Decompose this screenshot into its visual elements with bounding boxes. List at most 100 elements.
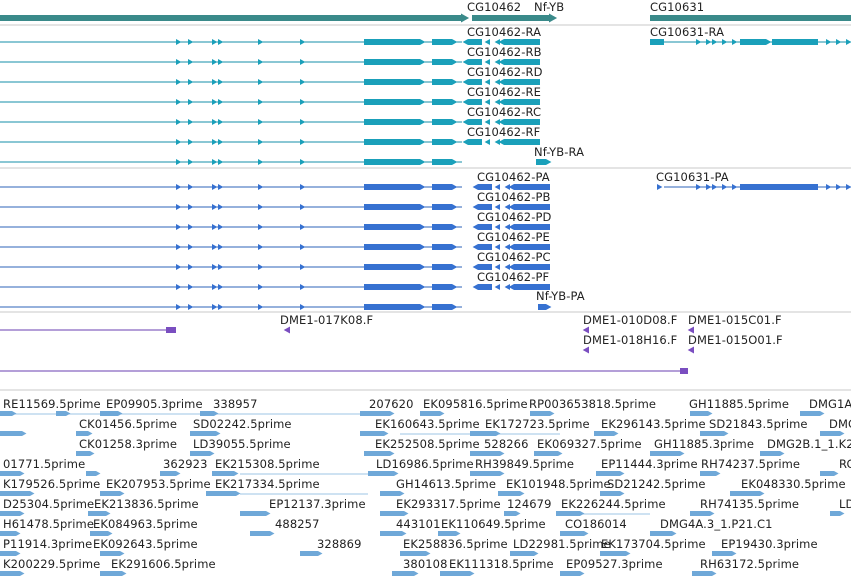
est-label[interactable]: EK173704.5prime [601, 537, 706, 551]
est-label[interactable]: LD16986.5prime [376, 457, 474, 471]
protein-label[interactable]: CG10462-PF [477, 270, 550, 284]
est-label[interactable]: SD02242.5prime [193, 417, 292, 431]
est-label[interactable]: RC [839, 457, 851, 471]
protein-label[interactable]: CG10462-PB [477, 190, 551, 204]
est-label[interactable]: EK207953.5prime [106, 477, 211, 491]
est-label[interactable]: GH11885.3prime [654, 437, 755, 451]
est-label[interactable]: 124679 [507, 497, 552, 511]
est-label[interactable]: EK048330.5prime [741, 477, 846, 491]
est-block [690, 511, 710, 516]
transcript-label[interactable]: CG10462-RE [467, 85, 541, 99]
est-label[interactable]: EK213836.5prime [94, 497, 199, 511]
arrow-right-icon [300, 119, 306, 125]
arrow-right-icon [452, 39, 458, 45]
est-label[interactable]: EK172723.5prime [485, 417, 590, 431]
arrow-left-icon [498, 59, 504, 65]
clone-label[interactable]: DME1-017K08.F [280, 313, 374, 327]
est-label[interactable]: LD22981.5prime [513, 537, 611, 551]
est-label[interactable]: DMG4A.3_1.P21.C1 [660, 517, 773, 531]
est-label[interactable]: EK084963.5prime [93, 517, 198, 531]
transcript-label[interactable]: CG10462-RB [467, 45, 542, 59]
est-label[interactable]: EP11444.3prime [601, 457, 698, 471]
est-label[interactable]: EK092643.5prime [93, 537, 198, 551]
est-label[interactable]: EP09905.3prime [106, 397, 203, 411]
est-label[interactable]: D25304.5prime [3, 497, 95, 511]
est-label[interactable]: 528266 [484, 437, 529, 451]
clone-label[interactable]: DME1-015C01.F [688, 313, 782, 327]
est-label[interactable]: EK069327.5prime [537, 437, 642, 451]
protein-label[interactable]: CG10462-PC [477, 250, 551, 264]
est-label[interactable]: RH74135.5prime [700, 497, 800, 511]
est-label[interactable]: CO186014 [565, 517, 627, 531]
est-label[interactable]: EK160643.5prime [375, 417, 480, 431]
est-label[interactable]: CK01456.5prime [79, 417, 178, 431]
est-label[interactable]: RP003653818.5prime [529, 397, 657, 411]
est-label[interactable]: 328869 [317, 537, 362, 551]
arrow-right-icon [420, 244, 426, 250]
protein-label[interactable]: CG10462-PD [477, 210, 552, 224]
gene-label[interactable]: CG10631 [650, 0, 705, 14]
gene-label[interactable]: Nf-YB [534, 0, 565, 14]
protein-label[interactable]: CG10462-PE [477, 230, 550, 244]
arrow-left-icon [484, 119, 490, 125]
est-label[interactable]: 338957 [213, 397, 258, 411]
clone-label[interactable]: DME1-018H16.F [583, 333, 678, 347]
arrow-left-icon [484, 99, 490, 105]
est-label[interactable]: 380108 [403, 557, 448, 571]
transcript-label[interactable]: CG10462-RF [467, 125, 541, 139]
est-label[interactable]: LD [839, 497, 851, 511]
est-label[interactable]: CK01258.3prime [79, 437, 178, 451]
est-label[interactable]: K200229.5prime [3, 557, 101, 571]
arrow-right-icon [188, 79, 194, 85]
est-label[interactable]: 488257 [275, 517, 320, 531]
est-label[interactable]: SD21843.5prime [709, 417, 808, 431]
est-label[interactable]: 207620 [369, 397, 414, 411]
est-label[interactable]: GH14613.5prime [396, 477, 497, 491]
est-label[interactable]: RH39849.5prime [475, 457, 575, 471]
est-label[interactable]: K179526.5prime [3, 477, 101, 491]
clone-label[interactable]: DME1-010D08.F [583, 313, 678, 327]
est-label[interactable]: GH11885.5prime [689, 397, 790, 411]
est-label[interactable]: EK095816.5prime [423, 397, 528, 411]
est-block [470, 451, 500, 456]
est-label[interactable]: EP12137.3prime [269, 497, 366, 511]
protein-label[interactable]: Nf-YB-PA [536, 289, 585, 303]
est-label[interactable]: SD21242.5prime [607, 477, 706, 491]
est-label[interactable]: DMG1A [809, 397, 851, 411]
est-label[interactable]: 01771.5prime [3, 457, 86, 471]
est-label[interactable]: EK110649.5prime [441, 517, 546, 531]
est-label[interactable]: 362923 [163, 457, 208, 471]
est-label[interactable]: EP19430.3prime [721, 537, 818, 551]
est-label[interactable]: EK291606.5prime [111, 557, 216, 571]
transcript-label[interactable]: CG10462-RD [467, 65, 543, 79]
arrow-right-icon [258, 39, 264, 45]
est-label[interactable]: RH74237.5prime [701, 457, 801, 471]
est-label[interactable]: DMG2B.1_1.K2 [767, 437, 851, 451]
clone-label[interactable]: DME1-015O01.F [688, 333, 783, 347]
est-label[interactable]: RE11569.5prime [3, 397, 101, 411]
est-label[interactable]: EK101948.5prime [506, 477, 611, 491]
gene-label[interactable]: CG10462 [467, 0, 522, 14]
est-label[interactable]: LD39055.5prime [193, 437, 291, 451]
est-label[interactable]: EK293317.5prime [396, 497, 501, 511]
est-label[interactable]: H61478.5prime [3, 517, 95, 531]
transcript-label[interactable]: CG10462-RA [467, 25, 542, 39]
protein-label[interactable]: CG10631-PA [656, 170, 729, 184]
transcript-label[interactable]: CG10462-RC [467, 105, 542, 119]
protein-label[interactable]: CG10462-PA [477, 170, 550, 184]
est-label[interactable]: EK217334.5prime [215, 477, 320, 491]
est-label[interactable]: P11914.3prime [3, 537, 93, 551]
est-label[interactable]: EK111318.5prime [449, 557, 554, 571]
est-label[interactable]: EP09527.3prime [566, 557, 663, 571]
est-label[interactable]: EK258836.5prime [403, 537, 508, 551]
est-label[interactable]: EK226244.5prime [561, 497, 666, 511]
est-label[interactable]: DMG [829, 417, 851, 431]
est-label[interactable]: RH63172.5prime [700, 557, 800, 571]
arrow-right-icon [212, 304, 218, 310]
est-label[interactable]: EK252508.5prime [375, 437, 480, 451]
est-label[interactable]: EK215308.5prime [215, 457, 320, 471]
transcript-label[interactable]: Nf-YB-RA [534, 145, 585, 159]
est-label[interactable]: 443101 [396, 517, 441, 531]
est-label[interactable]: EK296143.5prime [601, 417, 706, 431]
transcript-label[interactable]: CG10631-RA [650, 25, 725, 39]
